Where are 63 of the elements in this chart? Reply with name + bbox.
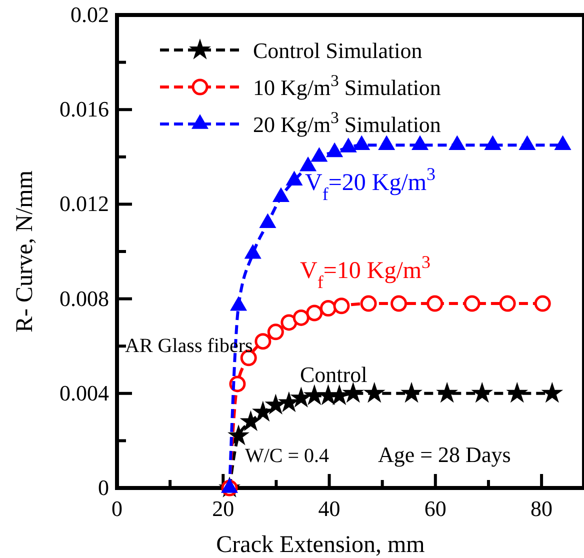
point: [230, 296, 246, 311]
y-tick-label: 0.012: [60, 191, 109, 216]
point: [378, 136, 395, 150]
y-tick-label: 0.02: [70, 2, 109, 27]
legend-label: 10 Kg/m$^{3}$ Simulation: [253, 70, 441, 100]
point: [364, 383, 384, 402]
point: [311, 148, 328, 162]
point: [484, 136, 501, 150]
y-tick-label: 0: [98, 475, 109, 500]
y-axis-title: R- Curve, N/mm: [12, 170, 38, 332]
y-tick-label: 0.008: [60, 286, 109, 311]
point: [260, 214, 276, 228]
point: [273, 188, 289, 202]
point: [449, 136, 466, 150]
point: [472, 383, 492, 402]
annotation: Control: [300, 362, 368, 387]
point: [360, 295, 377, 312]
point: [542, 383, 562, 402]
point: [340, 138, 356, 152]
point: [507, 383, 528, 402]
point: [266, 394, 286, 414]
x-tick-label: 80: [530, 496, 553, 521]
point: [554, 136, 571, 150]
point: [519, 136, 536, 150]
annotation: Age = 28 Days: [378, 442, 511, 467]
annotation: V$_{f}$=20 Kg/m$^{3}$: [305, 164, 436, 204]
point: [292, 309, 310, 326]
point: [228, 426, 248, 444]
point: [291, 388, 312, 407]
point: [254, 333, 272, 350]
point: [320, 300, 336, 317]
annotation: V$_{f}$=10 Kg/m$^{3}$: [300, 252, 431, 292]
point: [354, 136, 370, 150]
x-tick-label: 20: [212, 496, 234, 521]
point: [402, 383, 422, 402]
point: [343, 383, 364, 402]
point: [286, 171, 302, 186]
point: [464, 295, 480, 312]
point: [267, 324, 284, 340]
legend-label: Control Simulation: [253, 38, 422, 63]
x-tick-label: 40: [318, 496, 340, 521]
point: [499, 295, 516, 312]
point: [244, 244, 261, 259]
point: [326, 143, 343, 158]
annotation: W/C = 0.4: [245, 445, 330, 467]
point: [279, 392, 299, 412]
point: [240, 411, 261, 430]
y-tick-label: 0.016: [60, 96, 109, 122]
point: [300, 157, 316, 172]
point: [333, 298, 350, 314]
point: [534, 295, 551, 312]
point: [412, 136, 428, 150]
point: [426, 295, 444, 312]
y-tick-label: 0.004: [60, 380, 109, 406]
point: [280, 314, 298, 331]
point: [437, 383, 457, 402]
legend-label: 20 Kg/m$^{3}$ Simulation: [253, 108, 441, 137]
annotation: AR Glass fibers: [125, 335, 253, 357]
x-tick-label: 60: [424, 496, 446, 521]
point: [306, 304, 323, 322]
x-axis-title: Crack Extension, mm: [216, 532, 426, 558]
point: [253, 402, 273, 421]
point: [390, 295, 408, 312]
